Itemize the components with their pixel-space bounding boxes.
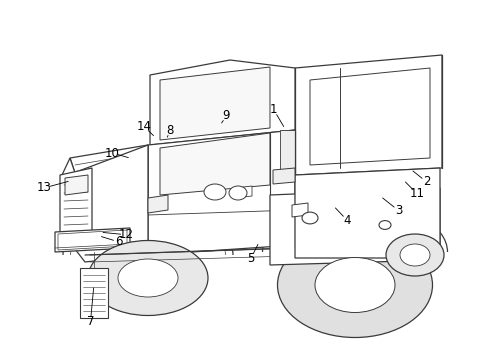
Text: 13: 13	[37, 181, 51, 194]
Polygon shape	[272, 168, 294, 184]
Text: 1: 1	[269, 103, 277, 116]
Polygon shape	[309, 68, 429, 165]
Polygon shape	[80, 268, 108, 318]
Ellipse shape	[385, 234, 443, 276]
Polygon shape	[60, 168, 92, 238]
Text: 8: 8	[166, 124, 174, 137]
Ellipse shape	[203, 184, 225, 200]
Ellipse shape	[228, 186, 246, 200]
Polygon shape	[294, 55, 441, 175]
Polygon shape	[280, 130, 294, 175]
Ellipse shape	[118, 259, 178, 297]
Polygon shape	[150, 60, 294, 145]
Polygon shape	[62, 158, 90, 232]
Text: 10: 10	[105, 147, 120, 159]
Polygon shape	[58, 230, 127, 250]
Ellipse shape	[314, 257, 394, 312]
Circle shape	[378, 221, 390, 229]
Polygon shape	[65, 175, 88, 195]
Polygon shape	[291, 203, 307, 217]
Text: 3: 3	[394, 204, 402, 217]
Polygon shape	[235, 186, 251, 198]
Polygon shape	[55, 228, 130, 252]
Text: 6: 6	[115, 235, 122, 248]
Text: 4: 4	[343, 214, 350, 227]
Polygon shape	[294, 168, 439, 258]
Text: 12: 12	[119, 228, 133, 241]
Text: 14: 14	[137, 120, 151, 133]
Text: 5: 5	[246, 252, 254, 265]
Polygon shape	[68, 145, 148, 262]
Text: 2: 2	[422, 175, 429, 188]
Circle shape	[302, 212, 317, 224]
Text: 7: 7	[86, 315, 94, 328]
Polygon shape	[160, 133, 269, 195]
Polygon shape	[148, 130, 294, 255]
Polygon shape	[148, 195, 168, 213]
Text: 9: 9	[222, 109, 230, 122]
Polygon shape	[160, 67, 269, 140]
Polygon shape	[269, 188, 439, 265]
Ellipse shape	[277, 233, 431, 338]
Ellipse shape	[88, 240, 207, 315]
Polygon shape	[70, 145, 148, 218]
Ellipse shape	[399, 244, 429, 266]
Text: 11: 11	[409, 187, 424, 200]
